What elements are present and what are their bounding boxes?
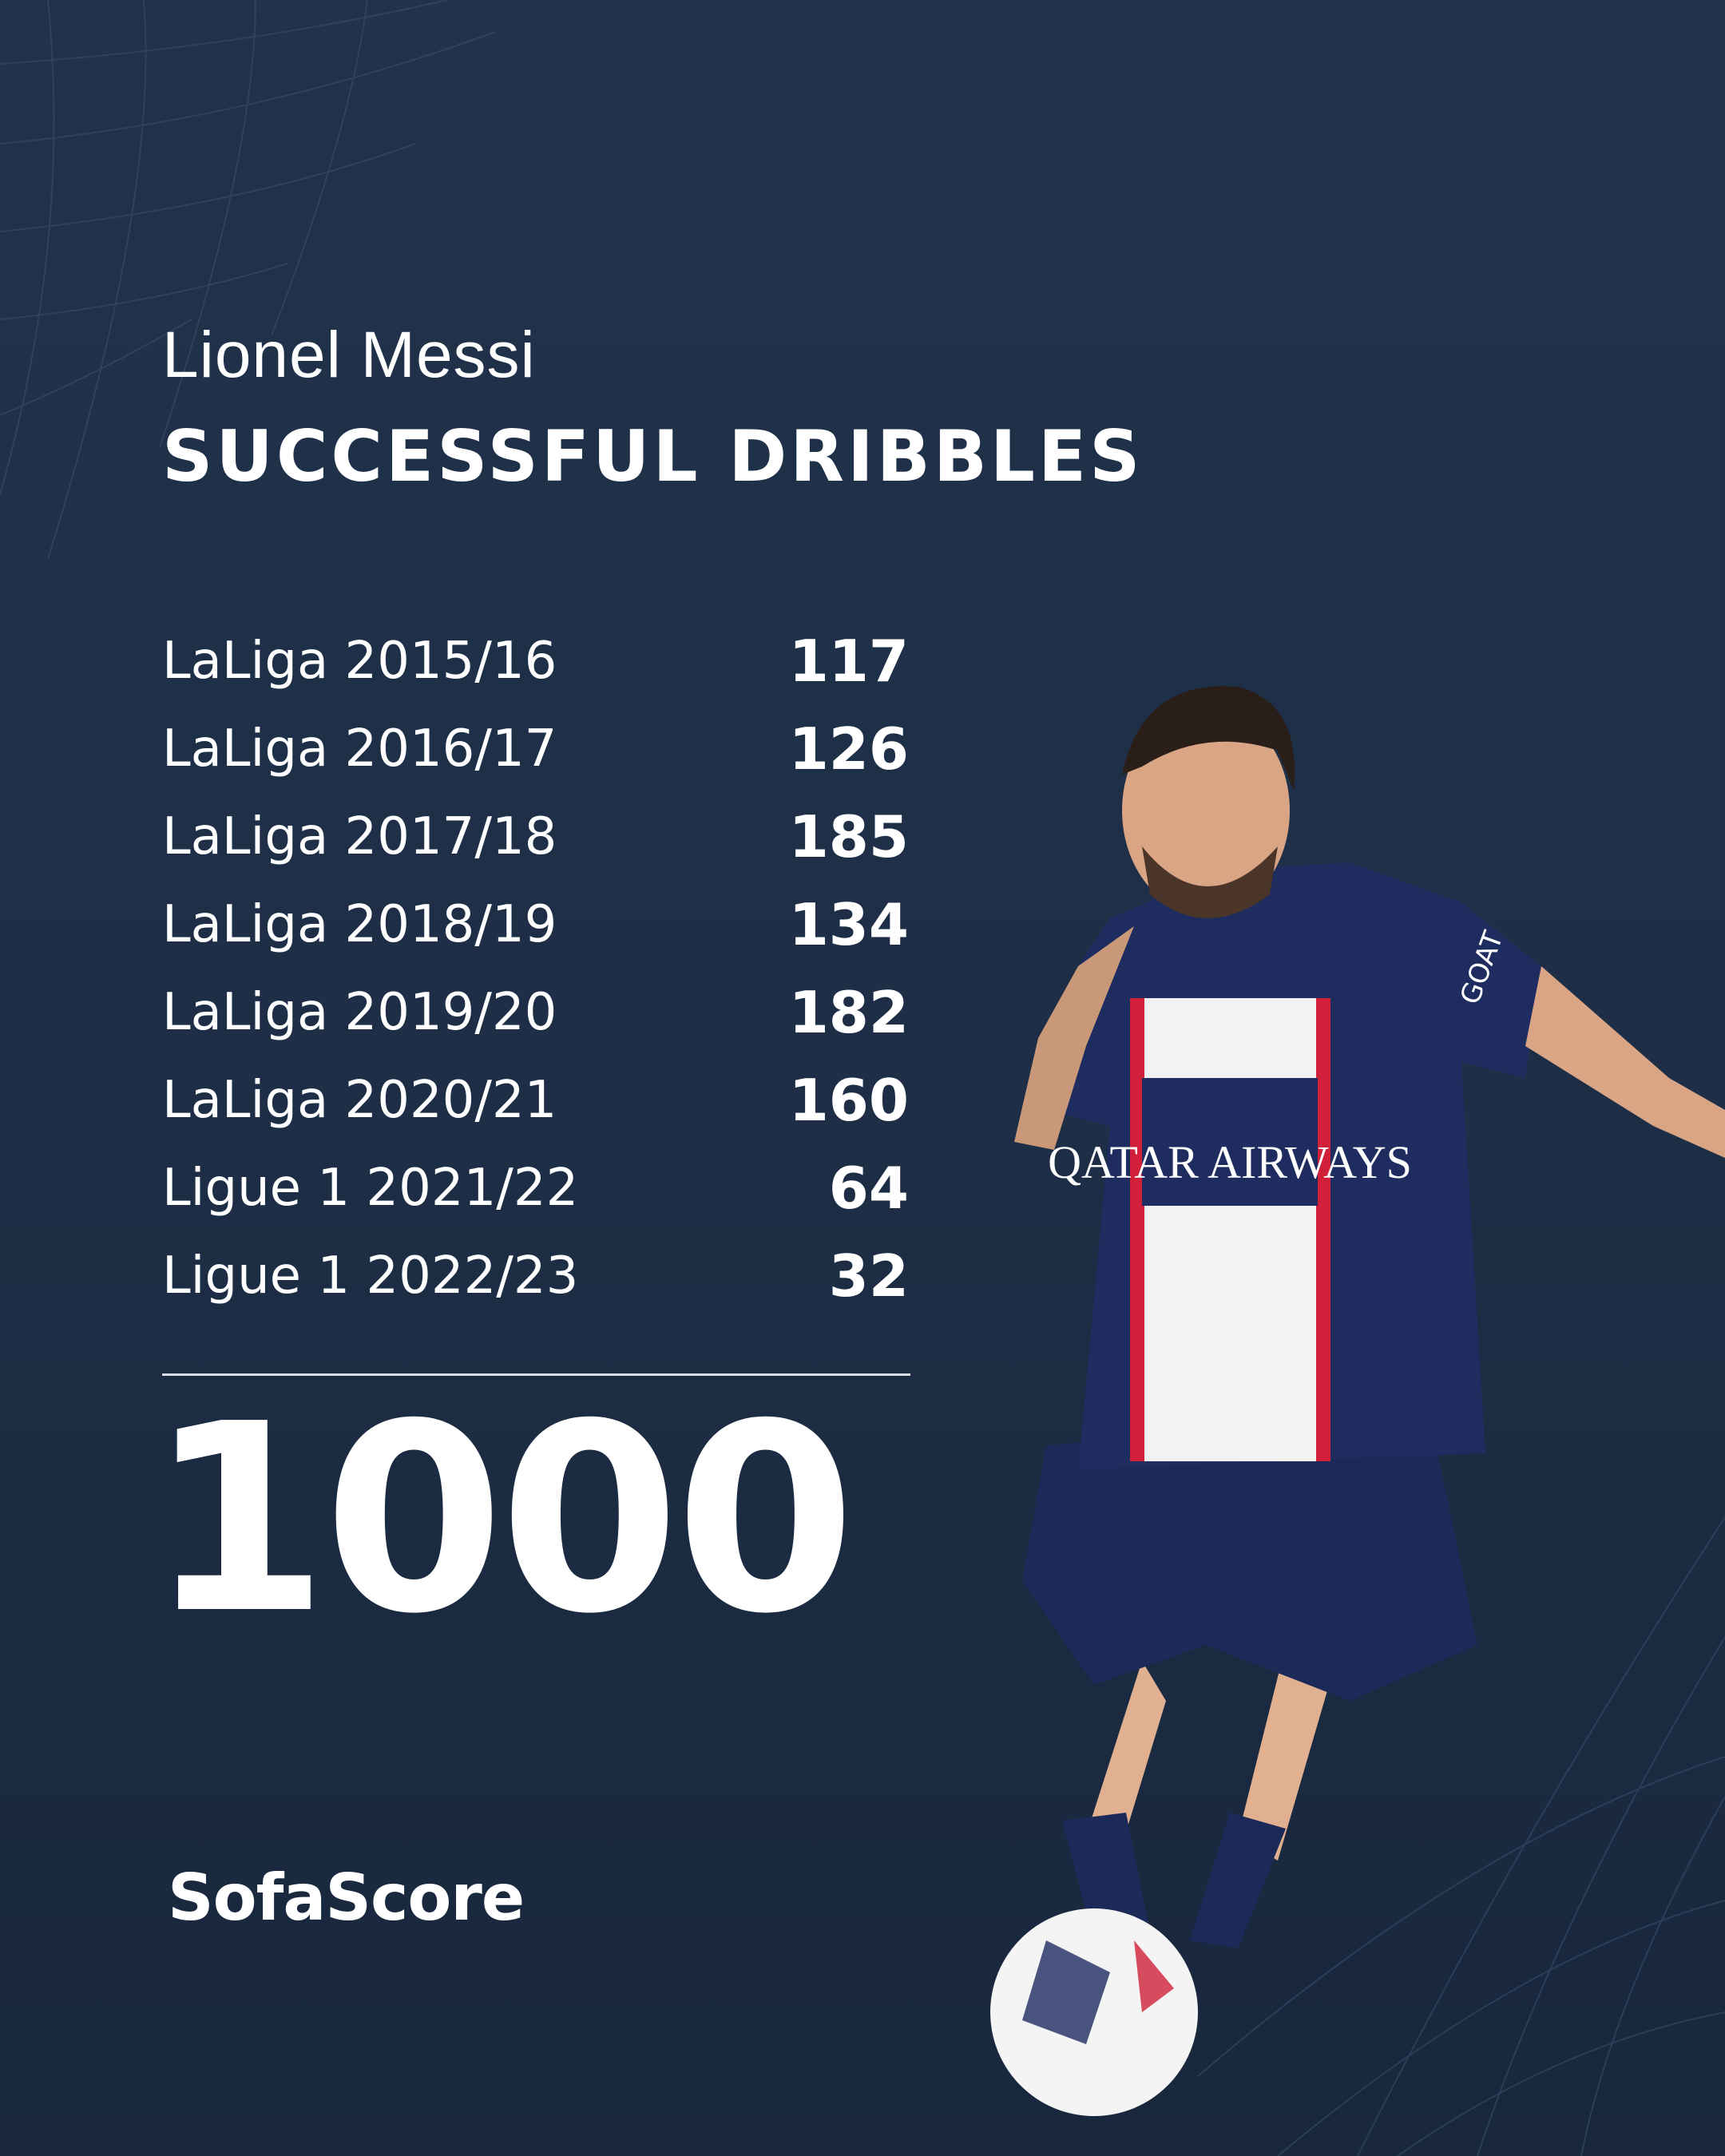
season-row: Ligue 1 2022/23 32 <box>162 1236 909 1316</box>
season-value: 185 <box>788 803 909 870</box>
player-name: Lionel Messi <box>162 319 536 391</box>
season-label: LaLiga 2015/16 <box>162 632 557 691</box>
season-label: LaLiga 2020/21 <box>162 1071 557 1130</box>
season-row: LaLiga 2020/21 160 <box>162 1060 909 1140</box>
season-label: Ligue 1 2021/22 <box>162 1159 579 1218</box>
player-illustration: QATAR AIRWAYS GOAT <box>990 686 1725 2116</box>
season-label: LaLiga 2016/17 <box>162 719 557 779</box>
sponsor-text: QATAR AIRWAYS <box>1048 1136 1412 1188</box>
season-row: Ligue 1 2021/22 64 <box>162 1148 909 1228</box>
season-row: LaLiga 2016/17 126 <box>162 709 909 789</box>
season-value: 182 <box>788 979 909 1046</box>
season-value: 117 <box>788 628 909 695</box>
season-value: 126 <box>788 715 909 783</box>
season-label: LaLiga 2018/19 <box>162 895 557 954</box>
season-label: LaLiga 2019/20 <box>162 983 557 1042</box>
total-dribbles: 1000 <box>148 1368 856 1671</box>
season-value: 32 <box>828 1242 909 1310</box>
season-row: LaLiga 2015/16 117 <box>162 621 909 701</box>
season-label: LaLiga 2017/18 <box>162 807 557 866</box>
season-row: LaLiga 2018/19 134 <box>162 885 909 965</box>
season-value: 64 <box>828 1155 909 1222</box>
divider <box>162 1373 910 1376</box>
player-photo: QATAR AIRWAYS GOAT <box>990 686 1725 2116</box>
season-row: LaLiga 2017/18 185 <box>162 797 909 877</box>
season-row: LaLiga 2019/20 182 <box>162 973 909 1052</box>
season-label: Ligue 1 2022/23 <box>162 1246 579 1306</box>
season-value: 160 <box>788 1067 909 1134</box>
sofascore-logo: SofaScore <box>168 1861 525 1935</box>
stat-title: SUCCESSFUL DRIBBLES <box>162 415 1144 497</box>
season-value: 134 <box>788 891 909 958</box>
